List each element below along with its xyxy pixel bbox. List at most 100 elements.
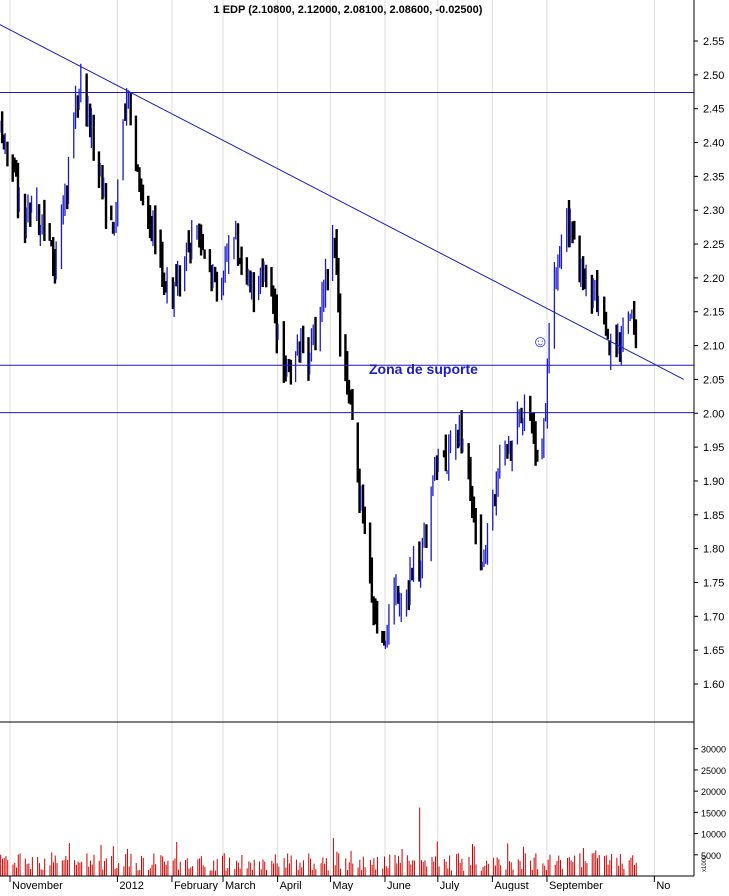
volume-bar — [574, 856, 575, 876]
price-bar-up — [313, 324, 314, 345]
volume-bar — [229, 858, 230, 876]
price-bar-up — [557, 254, 558, 290]
volume-bar — [463, 871, 464, 876]
volume-bar — [150, 868, 151, 876]
price-bar-up — [323, 280, 324, 312]
volume-bar — [460, 863, 461, 876]
volume-bar — [155, 864, 156, 876]
volume-bar — [44, 859, 45, 876]
price-bar-up — [610, 334, 611, 370]
volume-bar — [511, 862, 512, 876]
price-bar-up — [122, 119, 123, 180]
volume-bar — [476, 864, 477, 876]
price-bar-up — [585, 265, 586, 297]
volume-bar — [55, 856, 56, 876]
price-bar-up — [438, 449, 439, 472]
volume-bar — [275, 854, 276, 876]
price-bar-up — [103, 178, 104, 198]
volume-bar — [484, 866, 485, 876]
volume-bar — [213, 861, 214, 876]
volume-bar — [81, 862, 82, 876]
price-bar-up — [247, 269, 248, 287]
volume-bar — [143, 858, 144, 876]
price-bar-up — [423, 523, 424, 548]
price-bar-up — [434, 457, 435, 481]
volume-bar — [139, 870, 140, 876]
volume-bar — [64, 860, 65, 876]
volume-bar — [210, 871, 211, 876]
volume-bar — [226, 871, 227, 876]
volume-bar — [41, 869, 42, 876]
smiley-annotation: ☺ — [532, 332, 549, 351]
price-tick-label: 1.70 — [703, 611, 724, 623]
volume-bar — [185, 860, 186, 876]
volume-bar — [599, 855, 600, 876]
volume-bar — [410, 864, 411, 876]
volume-bar — [571, 860, 572, 876]
price-bar-up — [235, 221, 236, 240]
volume-bar — [7, 860, 8, 876]
price-bar-down — [179, 265, 181, 296]
price-bar-up — [311, 328, 312, 361]
price-bar-up — [485, 545, 486, 564]
volume-bar — [634, 865, 635, 876]
price-bar-up — [286, 359, 287, 377]
volume-bar — [190, 867, 191, 876]
price-bar-down — [92, 115, 94, 161]
volume-bar — [264, 862, 265, 876]
price-bar-up — [543, 418, 544, 458]
volume-bar — [423, 862, 424, 876]
price-bar-down — [48, 223, 50, 241]
volume-bar — [76, 865, 77, 876]
volume-bar — [259, 861, 260, 876]
price-bar-down — [135, 116, 137, 172]
price-bar-up — [225, 246, 226, 283]
volume-bar — [525, 853, 526, 876]
volume-bar — [199, 858, 200, 876]
volume-bar — [629, 860, 630, 876]
volume-bar — [326, 858, 327, 876]
price-bar-up — [556, 267, 557, 289]
volume-bar — [298, 870, 299, 876]
volume-bar — [483, 867, 484, 876]
price-tick-label: 2.50 — [703, 70, 724, 82]
volume-bar — [509, 861, 510, 876]
price-bar-down — [6, 142, 8, 167]
volume-bar — [488, 864, 489, 876]
price-bar-up — [126, 88, 127, 126]
volume-bar — [118, 863, 119, 876]
price-bar-up — [263, 261, 264, 282]
volume-bar — [507, 843, 508, 876]
volume-bar — [400, 863, 401, 876]
price-bar-up — [221, 278, 222, 301]
price-bar-up — [233, 237, 234, 259]
price-bar-down — [339, 293, 341, 356]
volume-bar — [49, 865, 50, 876]
volume-bar — [224, 853, 225, 876]
price-bar-up — [386, 625, 387, 648]
price-bar-down — [445, 435, 447, 472]
volume-bar — [74, 860, 75, 876]
price-bar-up — [260, 268, 261, 294]
price-bar-up — [258, 276, 259, 300]
price-tick-label: 1.95 — [703, 442, 724, 454]
price-bar-up — [27, 195, 28, 223]
price-bar-up — [547, 358, 548, 428]
volume-bar — [299, 863, 300, 876]
price-bar-down — [265, 265, 267, 288]
volume-bar — [384, 856, 385, 876]
volume-bar — [314, 864, 315, 876]
volume-bar — [18, 855, 19, 876]
month-label: No — [656, 880, 670, 891]
volume-bar — [402, 849, 403, 876]
volume-bar — [271, 861, 272, 876]
volume-bar — [622, 864, 623, 876]
price-tick-label: 1.80 — [703, 544, 724, 556]
volume-bar — [472, 844, 473, 876]
volume-bar — [2, 859, 3, 876]
volume-bar — [51, 852, 52, 876]
price-bar-down — [154, 205, 156, 254]
volume-bar — [592, 853, 593, 876]
price-tick-label: 1.90 — [703, 476, 724, 488]
